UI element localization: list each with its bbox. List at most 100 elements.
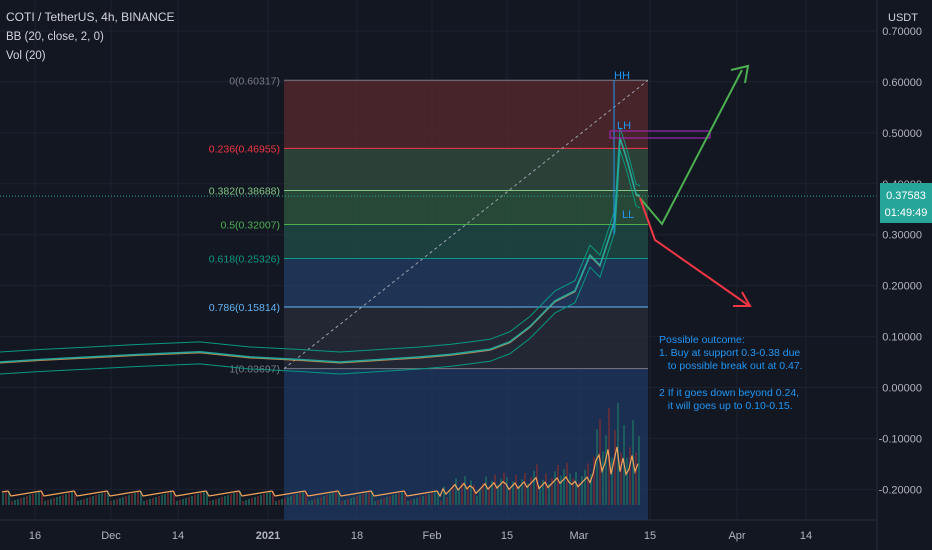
volume-bar [206,491,208,505]
volume-bar [212,500,214,505]
fib-zone [284,258,648,307]
volume-bar [377,500,379,505]
volume-bar [200,493,202,505]
note-line: 1. Buy at support 0.3-0.38 due [659,347,800,359]
volume-bar [218,498,220,505]
chart-title: COTI / TetherUS, 4h, BINANCE [6,10,175,24]
volume-bar [554,471,556,505]
volume-bar [626,457,628,505]
volume-bar [341,501,343,505]
price-tick-label: 0.30000 [882,230,922,242]
volume-bar [512,481,514,505]
volume-bar [32,494,34,505]
volume-bar [557,464,559,505]
volume-bar [92,496,94,505]
volume-bar [449,490,451,505]
volume-bar [467,486,469,505]
volume-bar [398,493,400,505]
volume-bar [230,494,232,505]
currency-label[interactable]: USDT [888,12,918,24]
bb-lower-band [0,149,641,375]
bull-scenario-arrow [639,69,743,226]
volume-bar [188,497,190,505]
volume-bar [152,498,154,505]
volume-bar [455,478,457,505]
volume-bar [476,495,478,505]
bb-indicator-label[interactable]: BB (20, close, 2, 0) [6,31,104,43]
volume-bar [311,500,313,505]
price-tick-label: 0.60000 [882,77,922,89]
volume-bar [245,500,247,505]
volume-bar [17,499,19,505]
volume-bar [359,495,361,505]
volume-bar [503,472,505,505]
volume-bar [263,494,265,505]
volume-bar [23,497,25,505]
volume-bar [14,500,16,505]
fib-zone [284,306,648,369]
close-line [0,137,641,363]
volume-bar [86,498,88,505]
volume-bar [374,501,376,505]
volume-bar [560,475,562,505]
volume-bar [602,451,604,505]
fib-level-label: 0.786(0.15814) [209,302,280,314]
price-tick-label: 0.50000 [882,128,922,140]
volume-bar [605,435,607,505]
volume-bar [131,494,133,505]
volume-bar [353,497,355,505]
time-axis[interactable]: 16 Dec 14 2021 18 Feb 15 Mar 15 Apr 14 [29,530,812,542]
volume-bar [437,491,439,505]
volume-bar [104,492,106,505]
volume-bar [461,482,463,505]
volume-bar [395,494,397,505]
volume-bar [383,498,385,505]
hh-label: HH [614,70,630,82]
volume-bar [431,493,433,505]
volume-bar [365,493,367,505]
drawings[interactable] [609,64,752,307]
volume-bar [2,493,4,505]
vol-indicator-label[interactable]: Vol (20) [6,50,46,62]
volume-bar [224,496,226,505]
volume-bar [53,498,55,505]
time-tick-label: 18 [351,530,363,542]
volume-bar [221,497,223,505]
volume-bar [446,497,448,505]
time-tick-label: Mar [570,530,589,542]
volume-bar [404,491,406,505]
price-line [0,137,877,363]
volume-bar [26,496,28,505]
price-tick-label: 0.00000 [882,383,922,395]
time-tick-label: 14 [800,530,812,542]
volume-bar [182,499,184,505]
volume-bar [125,496,127,505]
time-tick-label: Apr [728,530,745,542]
volume-bar [509,487,511,505]
note-text[interactable]: Possible outcome: 1. Buy at support 0.3-… [659,334,803,412]
volume-bar [290,496,292,505]
volume-bar [41,491,43,505]
volume-bar [317,498,319,505]
fib-zone [284,148,648,191]
volume-bar [566,462,568,505]
volume-bar [56,497,58,505]
volume-bar [38,492,40,505]
volume-bar [350,498,352,505]
volume-bar [140,491,142,505]
volume-bar [215,499,217,505]
volume-bar [389,496,391,505]
volume-bar [482,482,484,505]
volume-bar [77,501,79,505]
volume-bar [371,491,373,505]
note-line: it will goes up to 0.10-0.15. [659,400,793,412]
current-price-badge [880,183,932,223]
fib-retracement[interactable]: 0(0.60317) 0.236(0.46955) 0.382(0.38688) 0.… [209,75,649,520]
volume-bar [296,494,298,505]
fib-level-label: 0.382(0.38688) [209,185,280,197]
volume-bar [59,496,61,505]
volume-bar [197,494,199,505]
bear-scenario-arrow [639,197,749,306]
price-axis[interactable]: 0.700000.600000.500000.400000.300000.200… [876,0,922,550]
